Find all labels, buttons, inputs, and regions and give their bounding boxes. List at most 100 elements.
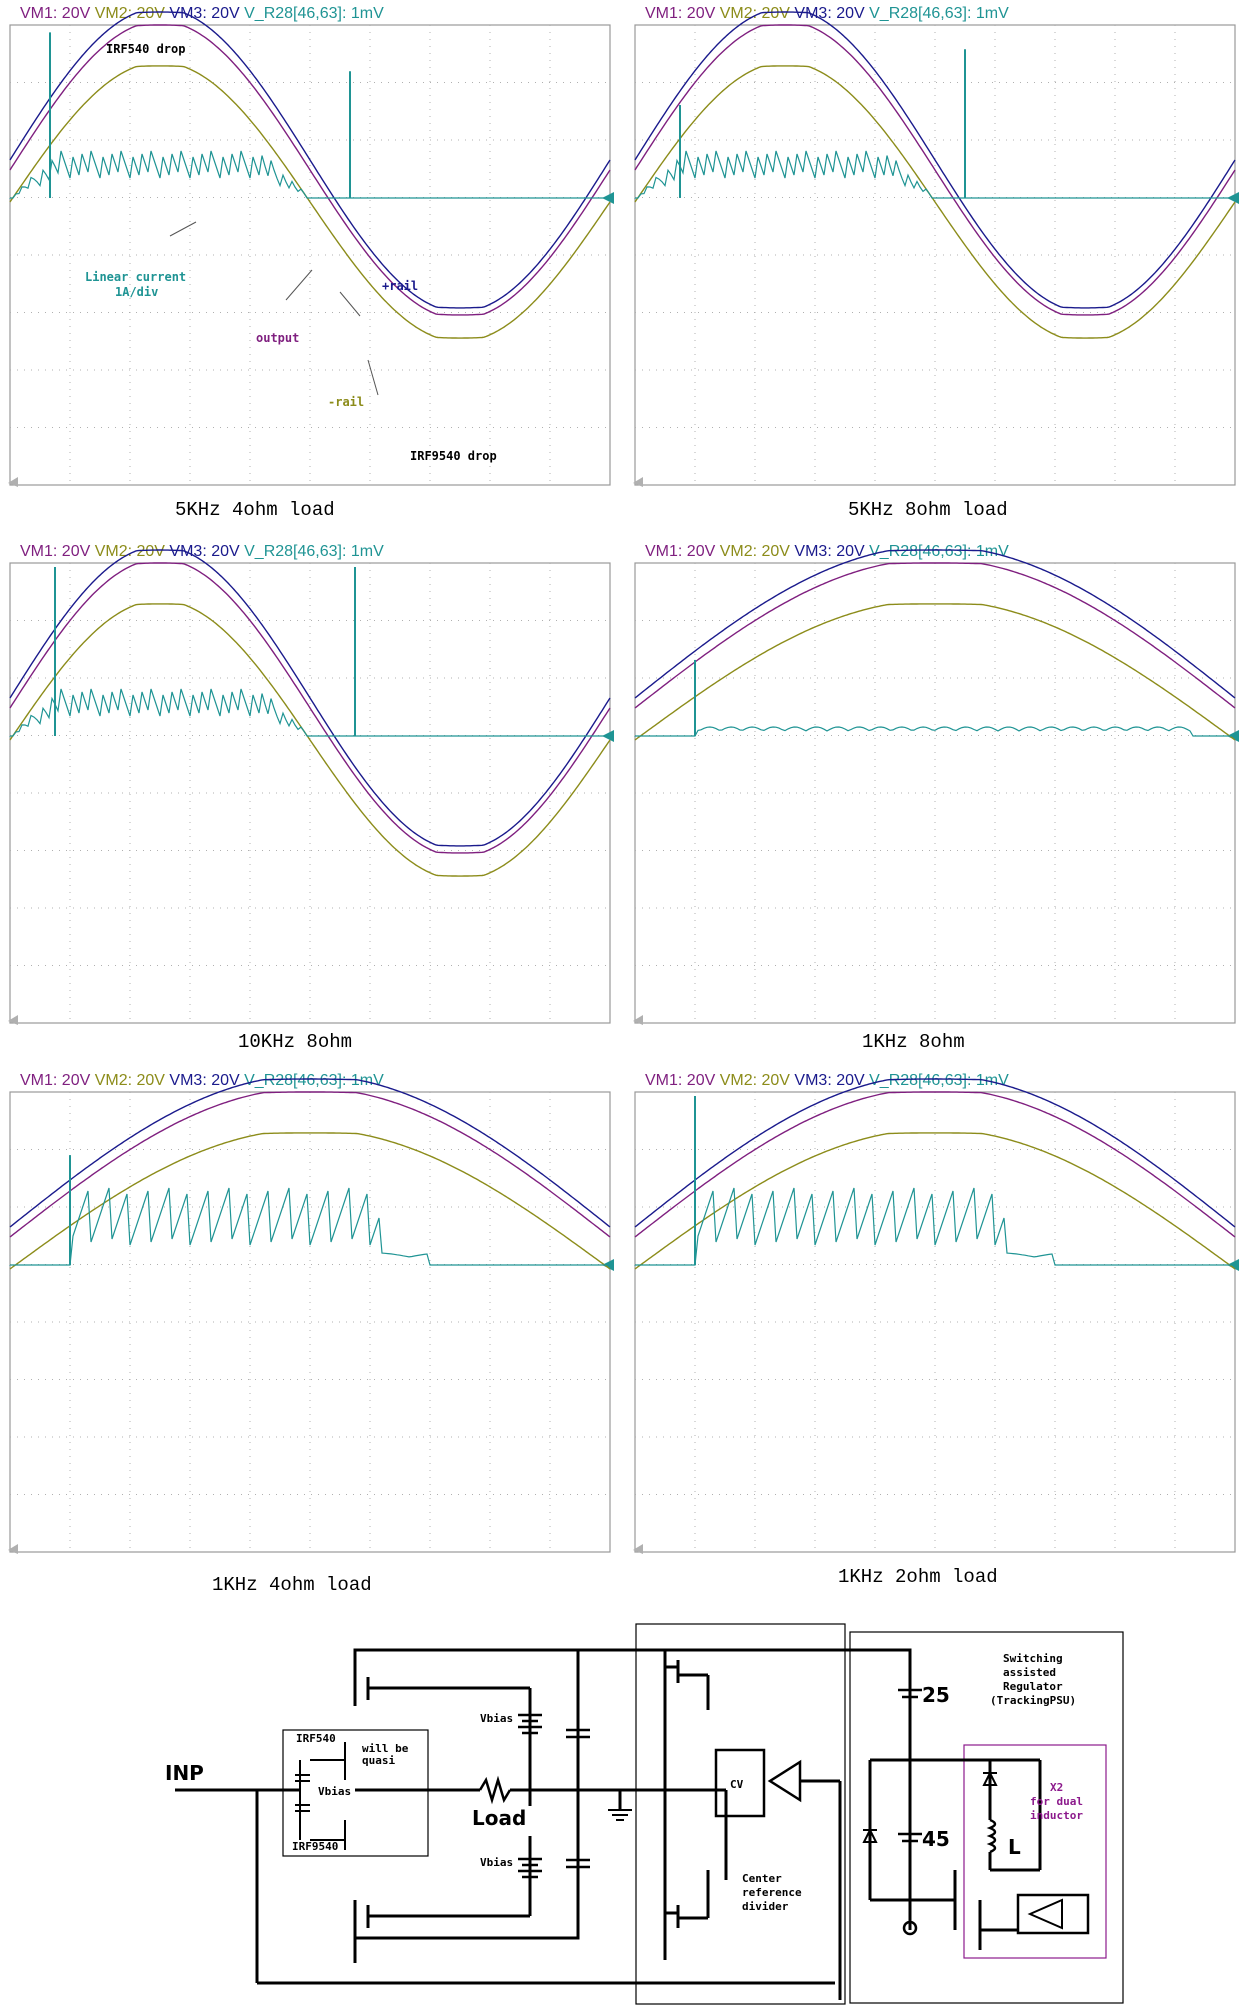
legend-vm1: VM1: 20V (645, 5, 716, 22)
center-ref-label-1: Center (742, 1872, 782, 1885)
scope-panel-6: VM1: 20V VM2: 20V VM3: 20V V_R28[46,63]:… (633, 1072, 1239, 1588)
trigger-marker (633, 477, 643, 487)
center-ref-label-3: divider (742, 1900, 789, 1913)
trigger-marker (633, 1544, 643, 1554)
x2-label-2: for dual (1030, 1795, 1083, 1808)
annotation-minus-rail: -rail (328, 395, 364, 409)
scope-panel-1: VM1: 20V VM2: 20V VM3: 20V V_R28[46,63]:… (8, 5, 614, 521)
plot-frame (634, 1091, 1236, 1553)
panel-caption: 10KHz 8ohm (238, 1031, 352, 1053)
quasi-block-box (282, 1729, 429, 1857)
regulator-box (849, 1631, 1124, 2004)
legend-header: VM1: 20V VM2: 20V VM3: 20V V_R28[46,63]:… (20, 1072, 384, 1089)
switching-label-3: Regulator (1003, 1680, 1063, 1693)
trigger-marker (8, 1544, 18, 1554)
switching-label-4: (TrackingPSU) (990, 1694, 1076, 1707)
switching-label-1: Switching (1003, 1652, 1063, 1665)
legend-header: VM1: 20V VM2: 20V VM3: 20V V_R28[46,63]:… (645, 1072, 1009, 1089)
legend-cur: V_R28[46,63]: 1mV (240, 543, 384, 560)
panel-caption: 5KHz 4ohm load (175, 499, 335, 521)
plot-frame (9, 24, 611, 486)
scope-panel-3: VM1: 20V VM2: 20V VM3: 20V V_R28[46,63]:… (8, 543, 614, 1053)
x2-label-1: X2 (1050, 1781, 1063, 1794)
buffer-amp (767, 1759, 802, 1803)
panel-caption: 1KHz 4ohm load (212, 1574, 372, 1596)
legend-header: VM1: 20V VM2: 20V VM3: 20V V_R28[46,63]:… (20, 543, 384, 560)
schematic-labels: INP IRF540 IRF9540 will be quasi Vbias V… (165, 1652, 1083, 1913)
legend-vm2: VM2: 20V (715, 543, 790, 560)
annotation-linear-current: Linear current (85, 270, 186, 284)
trace-vm3 (634, 1078, 1236, 1228)
trace-vm1 (9, 1091, 611, 1238)
grid (10, 25, 610, 485)
center-divider-box (635, 1623, 846, 2005)
legend-vm2: VM2: 20V (715, 1072, 790, 1089)
legend-vm1: VM1: 20V (20, 5, 91, 22)
trace-vm2 (9, 603, 611, 877)
cv-block (714, 1748, 766, 1818)
panel-caption: 1KHz 8ohm (862, 1031, 965, 1053)
v25-label: 25 (922, 1683, 950, 1707)
trace-current (9, 150, 610, 199)
grid (635, 563, 1235, 1023)
legend-vm2: VM2: 20V (715, 5, 790, 22)
legend-cur: V_R28[46,63]: 1mV (240, 5, 384, 22)
load-label: Load (472, 1806, 526, 1830)
v45-label: 45 (922, 1827, 950, 1851)
legend-vm3: VM3: 20V (790, 5, 865, 22)
annotation-per-div: 1A/div (115, 285, 158, 299)
scope-panel-5: VM1: 20V VM2: 20V VM3: 20V V_R28[46,63]:… (8, 1072, 614, 1596)
legend-cur: V_R28[46,63]: 1mV (240, 1072, 384, 1089)
quasi-label-2: quasi (362, 1754, 395, 1767)
trace-current (9, 688, 610, 737)
trace-current (9, 1187, 610, 1266)
inp-label: INP (165, 1761, 204, 1785)
vbias-top-label: Vbias (480, 1712, 513, 1725)
legend-vm1: VM1: 20V (645, 1072, 716, 1089)
annotation-irf9540-drop: IRF9540 drop (410, 449, 497, 463)
trigger-marker (633, 1015, 643, 1025)
trace-vm2 (9, 65, 611, 339)
legend-vm3: VM3: 20V (165, 1072, 240, 1089)
trace-vm2 (634, 603, 1236, 741)
cv-label: CV (730, 1778, 744, 1791)
annotation-output: output (256, 331, 299, 345)
grid (635, 1092, 1235, 1552)
panel-caption: 1KHz 2ohm load (838, 1566, 998, 1588)
trace-vm3 (9, 549, 611, 847)
plot-frame (634, 24, 1236, 486)
plot-frame (634, 562, 1236, 1024)
legend-cur: V_R28[46,63]: 1mV (865, 543, 1009, 560)
legend-vm3: VM3: 20V (165, 5, 240, 22)
trigger-marker (8, 1015, 18, 1025)
grid (10, 1092, 610, 1552)
inductor-label: L (1008, 1835, 1021, 1859)
grid (635, 25, 1235, 485)
legend-header: VM1: 20V VM2: 20V VM3: 20V V_R28[46,63]:… (645, 543, 1009, 560)
x2-label-3: inductor (1030, 1809, 1083, 1822)
scope-panel-4: VM1: 20V VM2: 20V VM3: 20V V_R28[46,63]:… (633, 543, 1239, 1053)
annotation-pointer (339, 291, 361, 317)
plot-frame (9, 562, 611, 1024)
trace-vm1 (634, 1091, 1236, 1238)
legend-vm1: VM1: 20V (645, 543, 716, 560)
trace-current (634, 150, 1235, 199)
annotation-plus-rail: +rail (382, 279, 418, 293)
trace-vm2 (634, 65, 1236, 339)
trace-vm2 (9, 1132, 611, 1270)
quasi-label-1: will be (362, 1742, 409, 1755)
legend-cur: V_R28[46,63]: 1mV (865, 1072, 1009, 1089)
trace-vm3 (634, 11, 1236, 309)
trace-current (634, 726, 1235, 737)
legend-vm1: VM1: 20V (20, 543, 91, 560)
annotation-pointer (169, 221, 197, 237)
legend-vm3: VM3: 20V (790, 1072, 865, 1089)
scope-panel-2: VM1: 20V VM2: 20V VM3: 20V V_R28[46,63]:… (633, 5, 1239, 521)
switching-label-2: assisted (1003, 1666, 1056, 1679)
trace-vm1 (9, 24, 611, 316)
legend-header: VM1: 20V VM2: 20V VM3: 20V V_R28[46,63]:… (645, 5, 1009, 22)
irf9540-label: IRF9540 (292, 1840, 338, 1853)
grid (10, 563, 610, 1023)
legend-vm1: VM1: 20V (20, 1072, 91, 1089)
